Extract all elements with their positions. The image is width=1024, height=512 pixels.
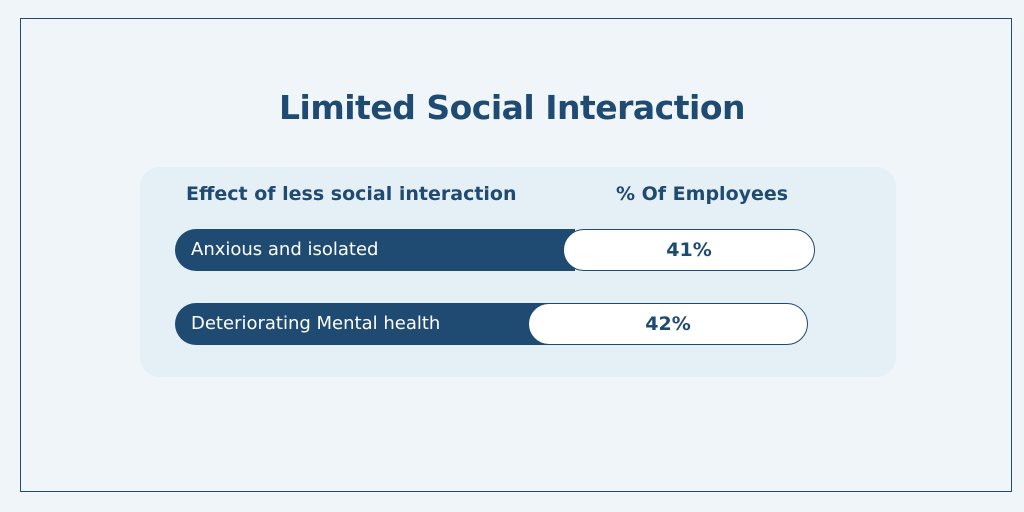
table-row: Deteriorating Mental health 42% [175,303,808,345]
row-label-bar [175,229,575,271]
value-pill [528,303,808,345]
page-title: Limited Social Interaction [279,88,745,127]
column-header-effect: Effect of less social interaction [186,183,517,205]
row-value: 41% [666,239,712,261]
table-row: Anxious and isolated 41% [175,229,815,271]
row-label: Anxious and isolated [191,239,379,260]
value-pill [563,229,815,271]
row-value: 42% [645,313,691,335]
row-label-bar [175,303,580,345]
column-header-percent: % Of Employees [616,183,789,205]
outer-frame [20,18,1012,492]
row-label: Deteriorating Mental health [191,313,441,334]
